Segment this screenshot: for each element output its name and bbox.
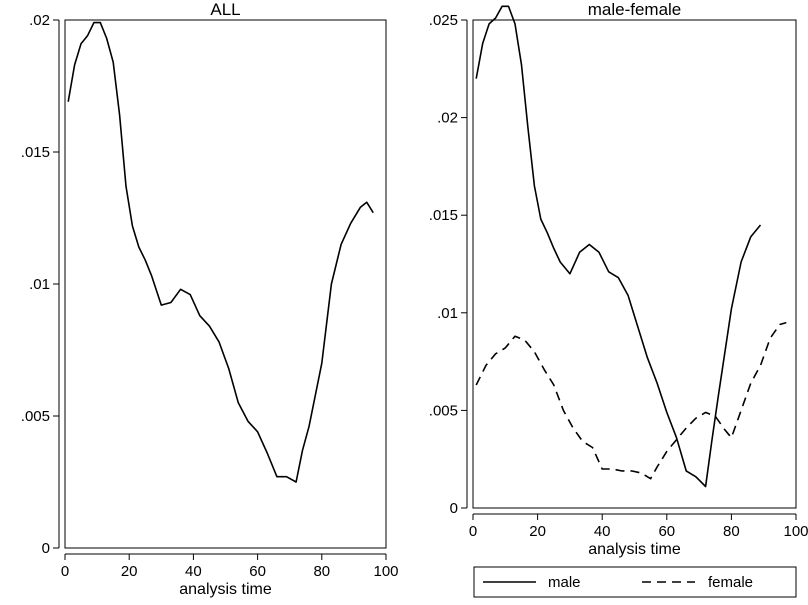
x-tick-label: 60: [249, 563, 266, 580]
y-tick-label: 0: [450, 500, 458, 517]
y-tick-label: .01: [29, 276, 50, 293]
chart-title: male-female: [588, 0, 682, 19]
x-axis-label: analysis time: [179, 581, 272, 598]
x-tick-label: 20: [529, 523, 546, 540]
series-line-female: [475, 321, 787, 480]
chart-title: ALL: [210, 0, 240, 19]
x-tick-label: 0: [469, 523, 477, 540]
legend-label-male: male: [548, 574, 581, 591]
y-tick-label: .015: [429, 207, 458, 224]
chart-panel-2: male-female 0 .005 .01 .015 .02 .025 0 20 40 60 80 1…: [429, 0, 808, 598]
y-tick-label: .015: [21, 144, 50, 161]
x-tick-label: 100: [783, 523, 808, 540]
x-tick-label: 40: [185, 563, 202, 580]
y-tick-label: .025: [429, 12, 458, 29]
y-tick-label: .005: [429, 402, 458, 419]
series-line-male: [475, 5, 762, 488]
y-tick-label: .005: [21, 408, 50, 425]
series-line-series-1: [67, 21, 374, 483]
chart-panel-1: ALL 0 .005 .01 .015 .02 0 20 40 60 80 100 analysis t…: [21, 0, 399, 598]
plot-frame: [472, 19, 797, 509]
legend-label-female: female: [708, 574, 753, 591]
plot-frame: [64, 19, 387, 549]
y-tick-label: .02: [437, 110, 458, 127]
y-tick-label: .02: [29, 12, 50, 29]
x-axis-label: analysis time: [588, 541, 681, 558]
x-tick-label: 80: [313, 563, 330, 580]
legend: male female: [473, 566, 797, 598]
x-tick-label: 80: [723, 523, 740, 540]
x-tick-label: 40: [594, 523, 611, 540]
x-tick-label: 100: [373, 563, 398, 580]
x-tick-label: 20: [121, 563, 138, 580]
y-tick-label: 0: [42, 540, 50, 557]
x-tick-label: 60: [658, 523, 675, 540]
x-tick-label: 0: [61, 563, 69, 580]
y-tick-label: .01: [437, 305, 458, 322]
